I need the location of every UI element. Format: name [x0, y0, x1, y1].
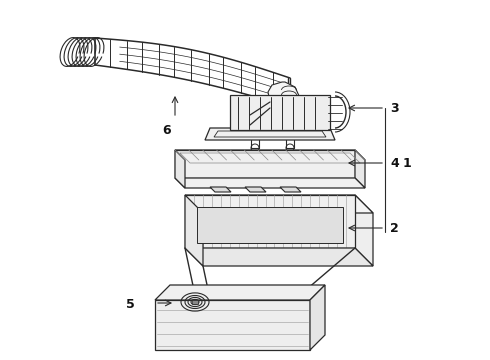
Polygon shape — [205, 128, 335, 140]
Text: 2: 2 — [390, 221, 399, 234]
Polygon shape — [185, 195, 203, 266]
Polygon shape — [355, 150, 365, 188]
Polygon shape — [175, 150, 355, 178]
Polygon shape — [245, 187, 266, 192]
Polygon shape — [355, 195, 373, 266]
Polygon shape — [230, 95, 330, 130]
Polygon shape — [192, 300, 198, 304]
Polygon shape — [280, 187, 301, 192]
Polygon shape — [310, 285, 325, 350]
Polygon shape — [268, 82, 300, 112]
Polygon shape — [185, 195, 355, 248]
Polygon shape — [185, 248, 373, 266]
Text: 3: 3 — [390, 102, 399, 114]
Text: 1: 1 — [403, 157, 412, 170]
Polygon shape — [155, 285, 325, 300]
Polygon shape — [185, 195, 373, 213]
Polygon shape — [175, 150, 185, 188]
Polygon shape — [210, 187, 231, 192]
Polygon shape — [175, 150, 365, 160]
Text: 6: 6 — [163, 123, 172, 136]
Polygon shape — [197, 207, 343, 243]
Polygon shape — [175, 178, 365, 188]
Polygon shape — [155, 300, 310, 350]
Text: 4: 4 — [390, 157, 399, 170]
Text: 5: 5 — [125, 298, 134, 311]
